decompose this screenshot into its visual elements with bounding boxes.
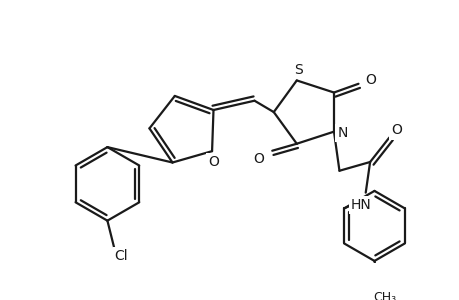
Text: Cl: Cl <box>114 249 128 263</box>
Text: O: O <box>208 155 219 169</box>
Text: O: O <box>252 152 263 167</box>
Text: S: S <box>293 63 302 77</box>
Text: O: O <box>364 73 375 87</box>
Text: HN: HN <box>350 198 371 212</box>
Text: O: O <box>390 124 401 137</box>
Text: CH₃: CH₃ <box>373 291 396 300</box>
Text: N: N <box>337 126 347 140</box>
